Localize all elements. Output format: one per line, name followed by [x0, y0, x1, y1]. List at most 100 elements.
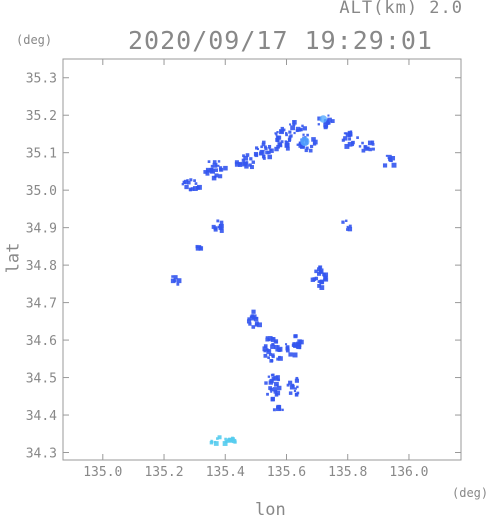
echo-pixel	[330, 119, 335, 124]
echo-pixel	[277, 404, 282, 409]
x-tick-label: 135.8	[328, 465, 367, 480]
echo-pixel	[194, 182, 198, 185]
echo-pixel	[271, 353, 275, 357]
echo-cluster	[272, 404, 284, 412]
echo-pixel	[293, 334, 298, 339]
echo-cluster	[317, 114, 335, 130]
y-axis: 34.3 34.4 34.5 34.6 34.7 34.8 34.9 35.0 35.1 35.2…	[26, 72, 461, 462]
echo-pixel	[267, 154, 273, 160]
echo-pixel	[278, 142, 283, 147]
echo-pixel	[367, 146, 370, 150]
echo-pixel	[323, 277, 329, 282]
echo-pixel	[345, 219, 348, 222]
echo-pixel	[346, 225, 349, 229]
echo-pixel	[292, 123, 296, 127]
echo-pixel	[282, 128, 286, 132]
x-tick-label: 135.6	[267, 465, 306, 480]
echo-pixel	[293, 389, 297, 393]
echo-pixel	[229, 438, 232, 442]
echo-pixel	[285, 133, 288, 137]
echo-pixel	[243, 161, 247, 166]
y-tick-label: 35.0	[26, 184, 57, 199]
x-tick-label: 135.4	[206, 465, 245, 480]
x-tick-label: 135.0	[83, 465, 122, 480]
echo-pixel	[277, 385, 282, 391]
echo-pixel	[274, 381, 279, 387]
echo-pixel	[262, 154, 266, 157]
echo-pixel	[170, 278, 176, 284]
echo-pixel	[298, 346, 302, 350]
echo-pixel	[296, 341, 301, 346]
echo-pixel	[217, 160, 221, 163]
echo-pixel	[317, 267, 321, 271]
echo-pixel	[295, 129, 299, 133]
echo-pixel	[358, 145, 362, 148]
echo-pixel	[288, 135, 292, 139]
echo-pixel	[187, 180, 191, 185]
echo-pixel	[223, 165, 228, 171]
echo-pixel	[219, 228, 224, 233]
y-tick-label: 34.5	[26, 372, 57, 387]
echo-pixel	[351, 143, 355, 147]
echo-pixel	[243, 155, 249, 161]
echo-pixel	[323, 275, 328, 280]
echo-pixel	[203, 170, 208, 174]
echo-pixel	[269, 148, 272, 151]
echo-pixel	[266, 392, 269, 396]
echo-pixel	[255, 146, 259, 150]
echo-pixel	[262, 346, 268, 352]
echo-cluster	[246, 309, 262, 329]
echo-pixel	[361, 148, 366, 153]
echo-pixel	[266, 349, 270, 353]
echo-pixel	[275, 390, 281, 396]
echo-pixel	[299, 144, 305, 149]
echo-pixel	[250, 314, 254, 318]
echo-pixel	[297, 128, 301, 132]
echo-cluster	[296, 133, 318, 153]
echo-pixel	[275, 348, 279, 352]
echo-pixel	[284, 143, 290, 148]
echo-pixel	[261, 142, 266, 147]
echo-cluster	[211, 219, 224, 233]
echo-pixel	[302, 133, 305, 136]
echo-pixel	[319, 279, 324, 285]
echo-cluster	[170, 275, 182, 286]
echo-pixel	[317, 123, 320, 126]
echo-pixel	[361, 141, 364, 145]
echo-pixel	[305, 146, 309, 150]
echo-pixel	[256, 148, 259, 151]
echo-pixel	[196, 186, 199, 189]
echo-pixel	[281, 408, 284, 412]
echo-pixel	[289, 384, 295, 390]
echo-pixel	[387, 154, 392, 159]
echo-pixel	[290, 125, 296, 131]
echo-pixel	[273, 390, 278, 394]
echo-pixel	[294, 378, 299, 383]
echo-pixel	[347, 130, 352, 136]
echo-pixel	[232, 438, 237, 444]
x-axis-label: lon	[255, 500, 286, 520]
y-tick-label: 34.3	[26, 447, 57, 462]
echo-pixel	[272, 387, 278, 392]
echo-peak	[300, 136, 310, 147]
echo-pixel	[260, 145, 263, 149]
echo-pixel	[199, 247, 202, 250]
echo-pixel	[212, 160, 217, 164]
plot-frame	[62, 58, 462, 461]
echo-pixel	[327, 121, 330, 124]
echo-pixel	[285, 132, 288, 135]
echo-pixel	[323, 278, 326, 281]
echo-pixel	[195, 246, 201, 251]
echo-pixel	[288, 380, 293, 385]
y-tick-label: 34.6	[26, 334, 57, 349]
echo-pixel	[218, 223, 224, 229]
echo-pixel	[285, 146, 290, 151]
echo-peak	[319, 115, 328, 123]
echo-pixel	[278, 356, 283, 361]
echo-pixel	[246, 319, 252, 324]
chart-title: 2020/09/17 19:29:01	[128, 26, 433, 55]
echo-pixel	[271, 376, 276, 381]
echo-pixel	[323, 119, 329, 124]
echo-pixel	[238, 162, 243, 167]
echo-pixel	[267, 150, 271, 155]
